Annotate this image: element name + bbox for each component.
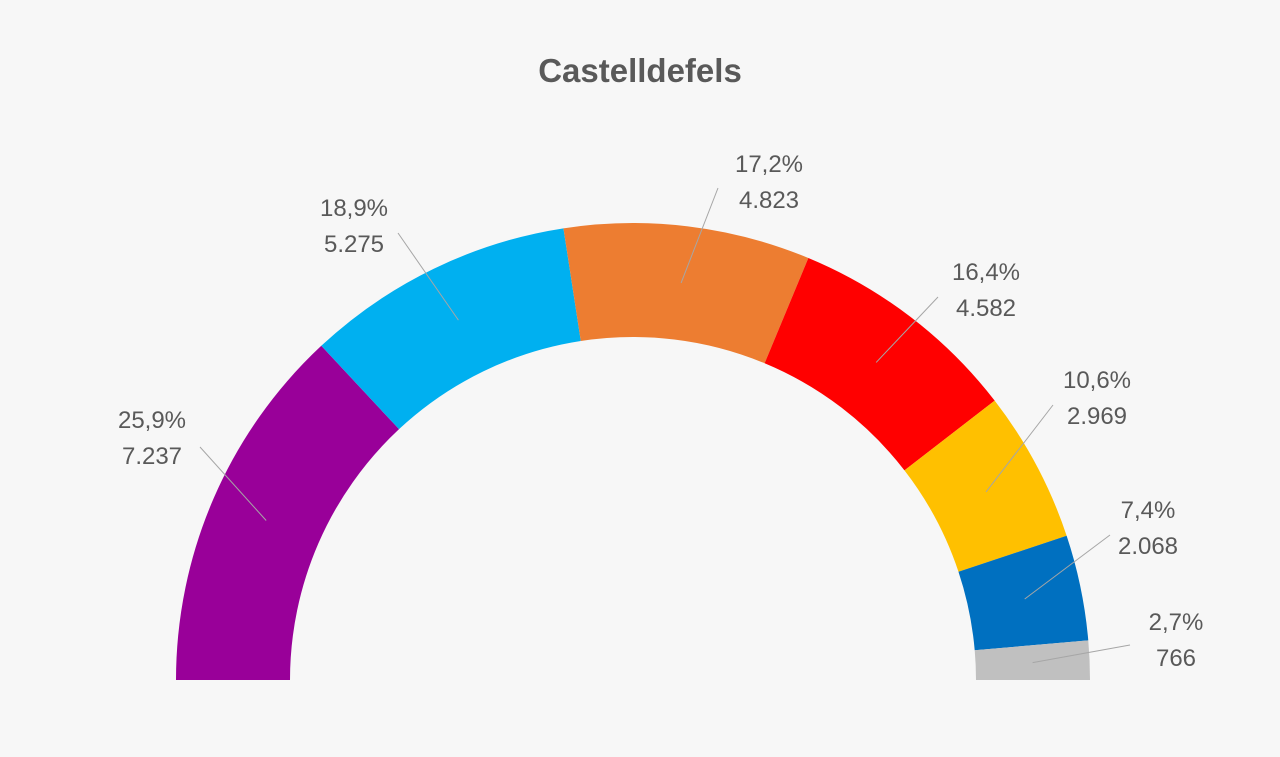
- slice-votes-label-7: 766: [1156, 645, 1196, 672]
- leader-line-7: [1032, 644, 1131, 664]
- slice-percent-label-1: 25,9%: [118, 407, 186, 434]
- slice-votes-label-2: 5.275: [324, 231, 384, 258]
- slice-6: [958, 535, 1089, 651]
- leader-line-6: [1024, 534, 1111, 600]
- slice-votes-label-5: 2.969: [1067, 403, 1127, 430]
- slice-2: [321, 228, 581, 430]
- slice-percent-label-4: 16,4%: [952, 259, 1020, 286]
- slice-votes-label-1: 7.237: [122, 443, 182, 470]
- leader-line-4: [875, 296, 939, 363]
- slice-percent-label-5: 10,6%: [1063, 367, 1131, 394]
- slice-votes-label-6: 2.068: [1118, 533, 1178, 560]
- slice-votes-label-4: 4.582: [956, 295, 1016, 322]
- slice-5: [904, 400, 1067, 572]
- slice-4: [764, 257, 995, 471]
- slice-3: [563, 223, 809, 364]
- chart-title: Castelldefels: [538, 52, 742, 89]
- slice-votes-label-3: 4.823: [739, 187, 799, 214]
- leader-line-2: [397, 232, 459, 321]
- leader-line-1: [199, 446, 267, 521]
- slice-percent-label-7: 2,7%: [1149, 609, 1204, 636]
- leader-line-3: [680, 187, 719, 284]
- slice-percent-label-3: 17,2%: [735, 151, 803, 178]
- slice-7: [974, 640, 1090, 680]
- slice-1: [176, 345, 400, 680]
- leader-line-5: [985, 404, 1054, 493]
- slice-percent-label-2: 18,9%: [320, 195, 388, 222]
- slice-percent-label-6: 7,4%: [1121, 497, 1176, 524]
